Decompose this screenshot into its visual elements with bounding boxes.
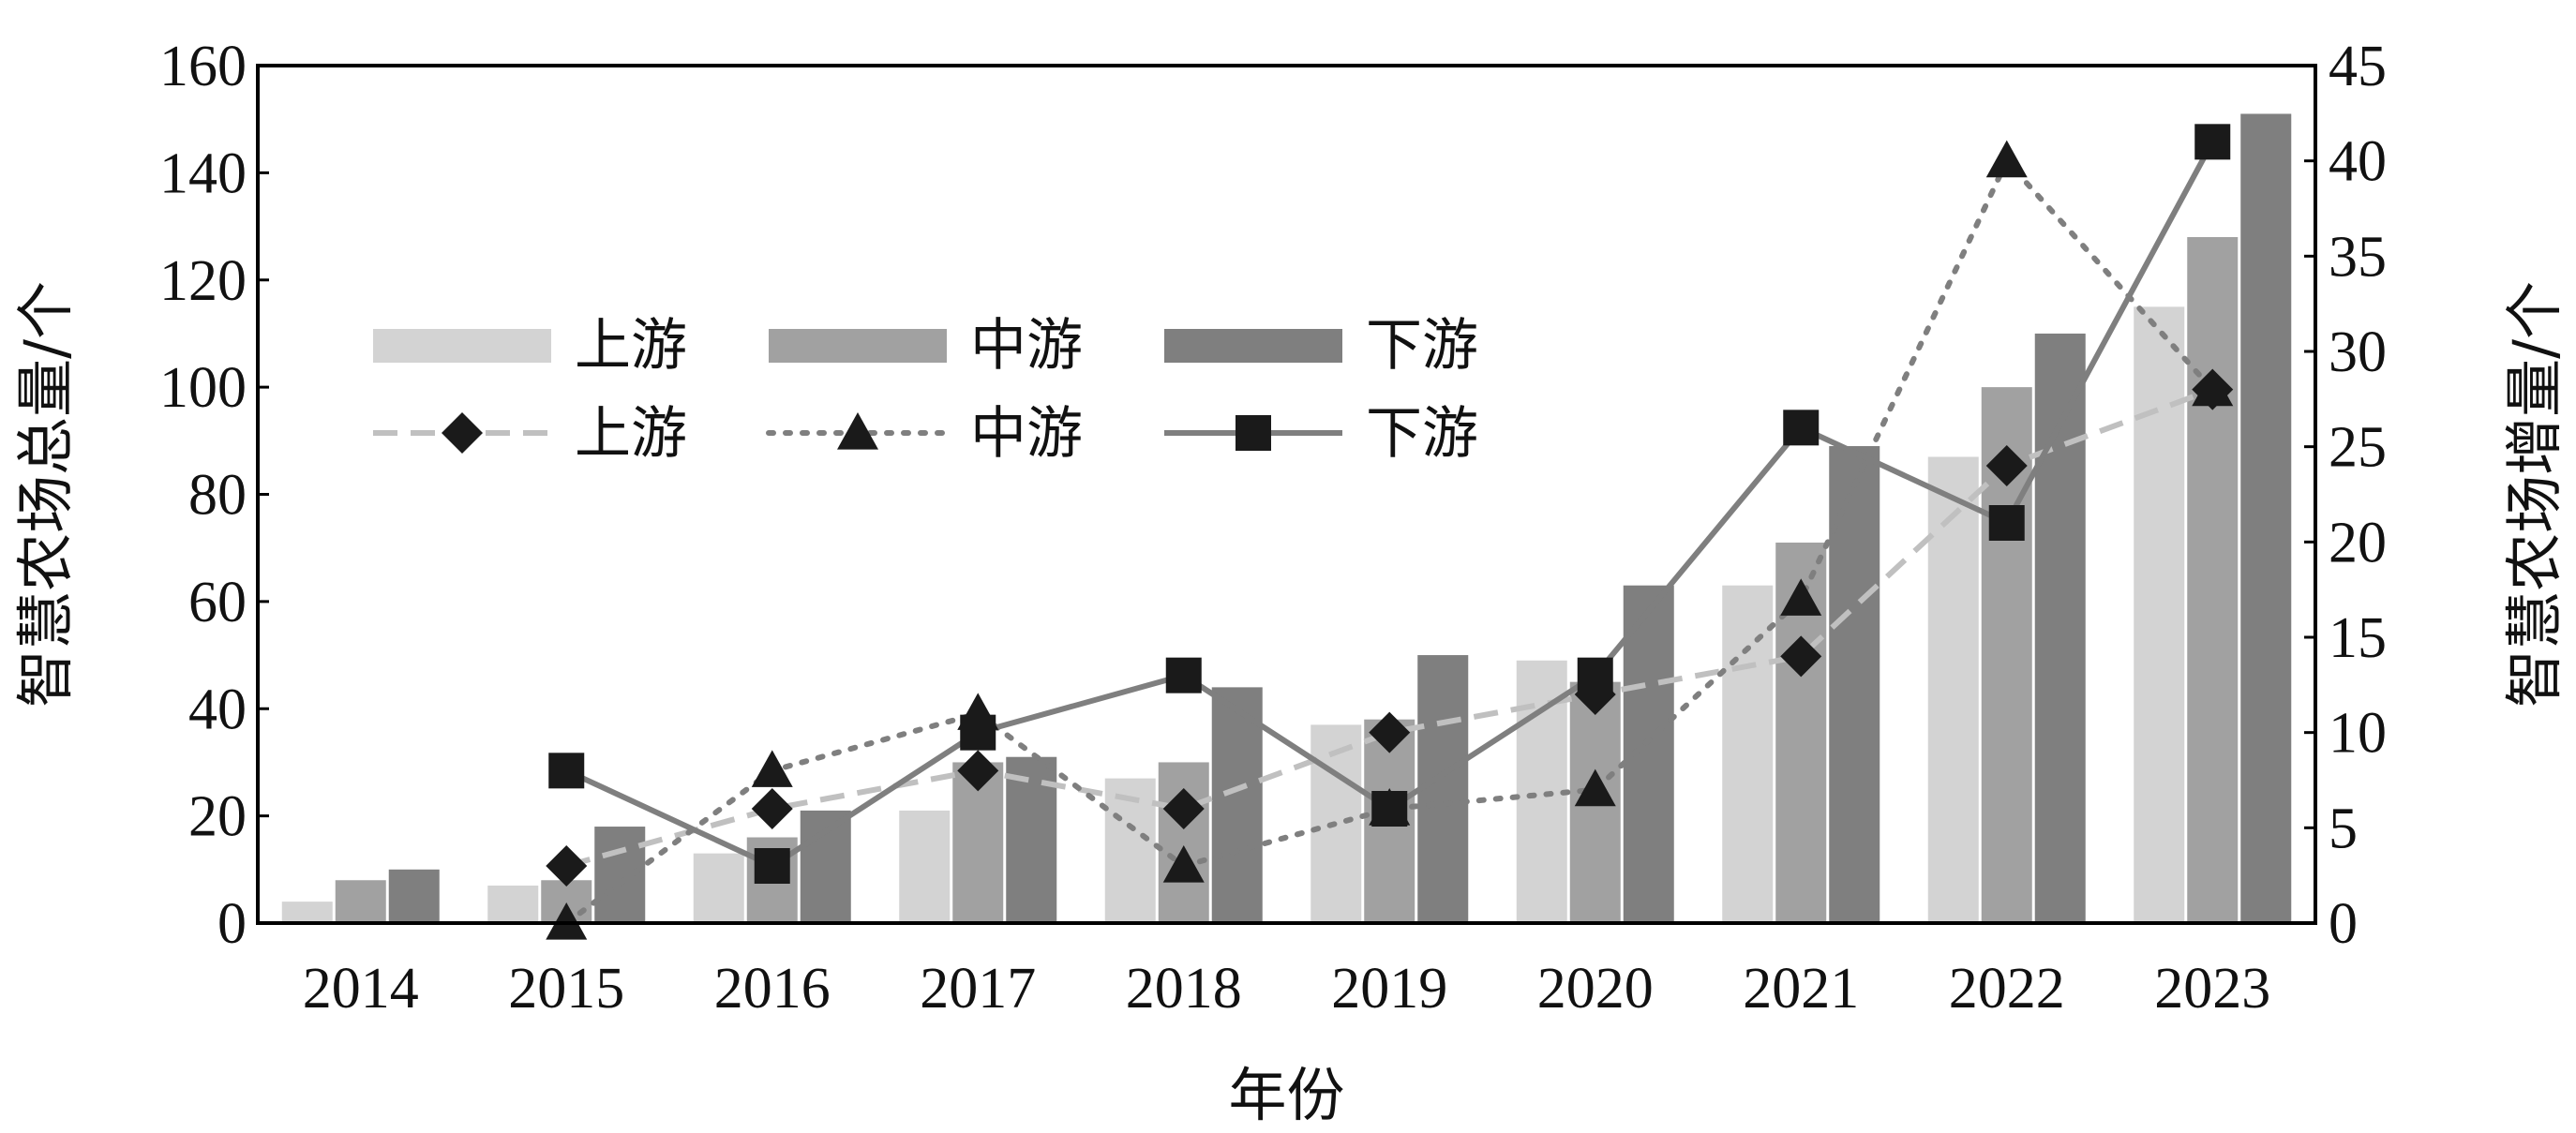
point-中游-triangle-2020 [1574,768,1616,807]
legend-marker-diamond [442,412,483,454]
point-上游-diamond-2017 [957,750,999,792]
x-tick-label: 2015 [508,957,624,1021]
bar-下游-2016 [800,810,851,923]
bar-下游-2021 [1829,446,1880,923]
bar-下游-2014 [388,869,440,923]
legend-swatch-bar-中游 [769,329,947,363]
bar-上游-2014 [281,902,333,923]
bar-中游-2014 [335,880,386,923]
point-下游-square-2017 [960,714,996,751]
bar-上游-2016 [693,853,744,923]
bar-上游-2020 [1516,660,1567,923]
legend-marker-square [1236,415,1271,451]
bar-上游-2015 [487,885,539,923]
point-上游-diamond-2021 [1780,635,1822,678]
x-tick-label: 2023 [2154,957,2270,1021]
legend-label-line: 上游 [575,401,687,467]
line-中游-triangle [563,156,2216,926]
x-tick-label: 2021 [1743,957,1859,1021]
point-下游-square-2023 [2194,124,2231,160]
point-中游-triangle-2018 [1162,845,1205,883]
point-上游-diamond-2022 [1985,445,2028,486]
bar-上游-2023 [2134,306,2185,923]
point-下游-square-2021 [1783,410,1820,446]
x-axis-title: 年份 [1228,1061,1344,1129]
point-下游-square-2018 [1165,657,1202,693]
x-tick-label: 2022 [1949,957,2065,1021]
point-上游-diamond-2018 [1162,788,1205,829]
point-下游-square-2020 [1577,657,1613,693]
bar-上游-2017 [899,810,951,923]
legend-marker-triangle [837,412,878,450]
point-中游-triangle-2015 [546,902,588,940]
right-y-axis-ticks: 0 5 10 15 20 25 30 35 40 45 [2304,35,2387,956]
right-y-tick-label: 25 [2329,416,2387,480]
bar-下游-2023 [2240,113,2292,923]
x-axis-ticks: 2014 2015 2016 2017 2018 2019 2020 2021 2022 2023 [303,957,2271,1021]
bar-下游-2015 [594,827,646,923]
right-y-tick-label: 20 [2329,511,2387,574]
legend-swatch-bar-下游 [1164,329,1342,363]
right-y-tick-label: 40 [2329,130,2387,194]
x-tick-label: 2020 [1537,957,1654,1021]
left-y-tick-label: 0 [217,892,247,956]
left-y-tick-label: 20 [188,785,247,849]
left-y-tick-label: 100 [159,356,247,420]
right-y-axis-title: 智慧农场增量/个 [2500,281,2569,708]
left-y-axis-title: 智慧农场总量/个 [11,281,80,708]
x-tick-label: 2016 [714,957,831,1021]
point-中游-triangle-2023 [2192,368,2234,407]
right-y-tick-label: 5 [2329,797,2358,860]
point-中游-triangle-2022 [1985,140,2028,178]
x-tick-label: 2014 [303,957,419,1021]
right-y-tick-label: 10 [2329,702,2387,766]
left-y-tick-label: 120 [159,249,247,313]
bar-下游-2022 [2034,333,2086,923]
line-上游-diamond [565,386,2214,869]
left-y-tick-label: 80 [188,464,247,528]
left-y-tick-label: 60 [188,571,247,634]
right-y-tick-label: 0 [2329,892,2358,956]
left-y-tick-label: 40 [188,678,247,741]
right-y-tick-label: 30 [2329,321,2387,384]
point-中游-triangle-2021 [1780,578,1822,616]
point-上游-diamond-2016 [751,788,793,829]
point-中游-triangle-2016 [751,750,793,787]
legend-label-bar: 下游 [1366,313,1478,379]
point-下游-square-2015 [548,753,585,789]
legend-label-bar: 中游 [970,313,1083,379]
bar-中游-2023 [2187,237,2239,923]
right-y-tick-label: 15 [2329,606,2387,670]
bar-上游-2018 [1104,778,1156,923]
bar-上游-2022 [1927,456,1979,923]
line-layer [546,124,2234,940]
point-下游-square-2022 [1988,505,2025,541]
legend-swatch-bar-上游 [373,329,551,363]
left-y-axis-ticks: 0 20 40 60 80 100 120 140 160 [159,35,269,956]
left-y-tick-label: 140 [159,142,247,205]
bar-上游-2021 [1722,585,1774,923]
legend-label-line: 下游 [1366,401,1478,467]
legend-label-bar: 上游 [575,313,687,379]
x-tick-label: 2017 [920,957,1036,1021]
right-y-tick-label: 45 [2329,35,2387,98]
point-下游-square-2016 [754,848,790,884]
x-tick-label: 2019 [1331,957,1447,1021]
bar-中游-2018 [1158,762,1209,923]
bar-下游-2018 [1211,687,1263,923]
point-下游-square-2019 [1371,791,1408,827]
point-上游-diamond-2019 [1369,711,1411,753]
left-y-tick-label: 160 [159,35,247,98]
legend-label-line: 中游 [970,401,1083,467]
point-上游-diamond-2015 [546,845,588,887]
right-y-tick-label: 35 [2329,225,2387,289]
bar-下游-2019 [1417,655,1469,923]
x-tick-label: 2018 [1126,957,1242,1021]
